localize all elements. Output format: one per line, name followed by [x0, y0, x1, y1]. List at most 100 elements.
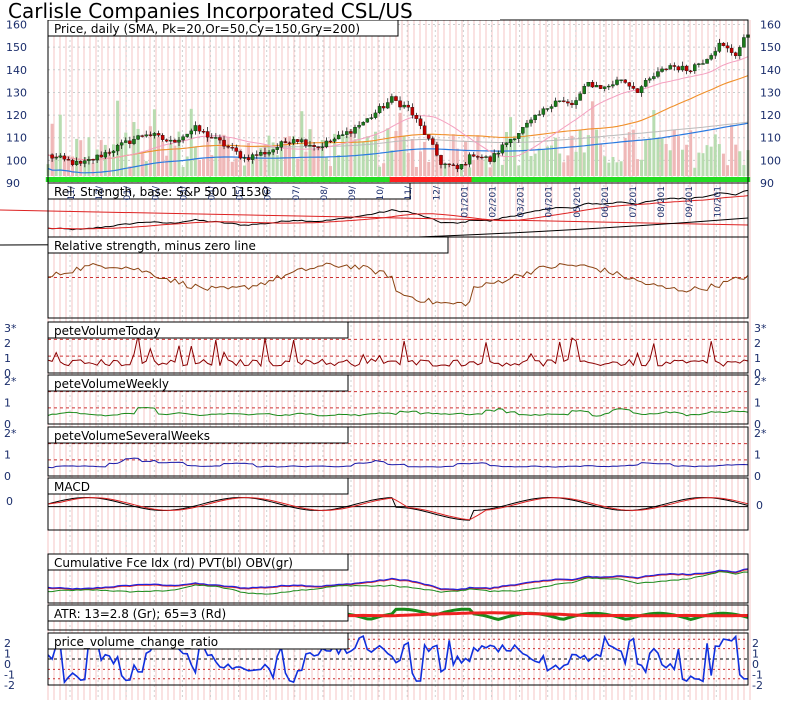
candle-body — [521, 127, 525, 134]
trend-band — [127, 177, 133, 182]
trend-band — [381, 177, 386, 182]
trend-band — [569, 177, 575, 182]
trend-band — [320, 177, 325, 182]
trend-band — [270, 177, 276, 182]
volume-bar — [132, 122, 136, 176]
volume-bar — [161, 141, 165, 176]
volume-bar — [369, 141, 373, 176]
vs-panel-label: peteVolumeSeveralWeeks — [54, 429, 210, 443]
pvr-tick-right: -2 — [752, 679, 763, 692]
candle-body — [701, 63, 705, 65]
volume-bar — [157, 136, 161, 176]
volume-bar — [701, 153, 705, 176]
trend-band — [708, 177, 714, 182]
sma-150-line — [47, 122, 749, 174]
date-tick-label: 10/201 — [713, 186, 723, 218]
trend-band — [393, 177, 399, 182]
trend-band — [123, 177, 128, 182]
trend-band — [324, 177, 329, 182]
trend-band — [299, 177, 305, 182]
trend-band — [332, 177, 337, 182]
trend-band — [565, 177, 571, 182]
candle-body — [91, 159, 95, 161]
candle-body — [316, 146, 320, 148]
volume-bar — [635, 159, 639, 176]
trend-band — [389, 177, 395, 182]
volume-bar — [721, 153, 725, 176]
date-tick-label: 06/201 — [601, 186, 611, 218]
volume-bar — [222, 134, 226, 176]
candle-body — [467, 154, 472, 165]
trend-band — [487, 177, 493, 182]
cfi-frame — [47, 553, 749, 604]
candle-body — [607, 85, 611, 88]
atr-label-box — [47, 604, 349, 622]
volume-bar — [578, 129, 582, 176]
volume-bar — [165, 155, 169, 176]
trend-band — [643, 177, 648, 182]
volume-bar — [361, 141, 365, 176]
trend-band — [537, 177, 542, 182]
trend-band — [160, 177, 165, 182]
date-tick-label: 01/201 — [460, 186, 470, 218]
trend-band — [58, 177, 63, 182]
candle-body — [377, 106, 382, 114]
volume-bar — [140, 151, 144, 176]
trend-band — [618, 177, 624, 182]
pvt-blue-line — [47, 568, 749, 591]
pvr-tick-left: -2 — [4, 679, 15, 692]
volume-bar — [492, 155, 496, 176]
candle-body — [336, 134, 341, 140]
volume-bar — [312, 148, 316, 176]
candle-body — [164, 139, 169, 142]
trend-band — [606, 177, 612, 182]
volume-bar — [656, 137, 660, 176]
trend-band — [422, 177, 427, 182]
candle-body — [529, 119, 533, 124]
price-tick-right: 90 — [760, 177, 774, 190]
trend-band — [365, 177, 370, 182]
candle-body — [115, 144, 120, 152]
volume-bar — [308, 129, 312, 176]
trend-band — [631, 177, 636, 182]
candle-body — [308, 145, 312, 147]
candle-body — [279, 141, 284, 148]
trend-band — [262, 177, 268, 182]
date-tick-label: 03/ — [179, 185, 189, 200]
volume-bar — [210, 155, 214, 176]
title-box — [0, 0, 500, 20]
volume-bar — [631, 129, 635, 176]
candle-body — [439, 155, 443, 165]
volume-bar — [419, 151, 423, 176]
trend-band — [291, 177, 296, 182]
trend-band — [614, 177, 620, 182]
candle-body — [209, 137, 214, 139]
volume-bar — [595, 129, 599, 176]
candle-body — [250, 154, 255, 160]
candle-body — [238, 151, 243, 159]
trend-band — [721, 177, 726, 182]
trend-band — [586, 177, 591, 182]
trend-band — [491, 177, 497, 182]
trend-band — [356, 177, 362, 182]
candle-body — [197, 125, 202, 132]
candle-body — [725, 45, 730, 49]
volume-bar — [480, 159, 484, 176]
obv-green-line — [48, 571, 749, 595]
candle-body — [181, 136, 185, 141]
candle-body — [586, 82, 591, 87]
candle-body — [345, 131, 349, 135]
trend-band — [246, 177, 251, 182]
volume-bar — [640, 159, 644, 176]
vt-tick-right: 0 — [754, 367, 761, 380]
vw-tick-right: 0 — [754, 418, 761, 431]
price-tick-left: 120 — [6, 109, 27, 122]
volume-bar — [324, 156, 328, 176]
trend-band — [594, 177, 599, 182]
trend-band — [451, 177, 456, 182]
pvr-panel-label: price_volume_change_ratio — [54, 635, 218, 649]
date-tick-label: 08/201 — [657, 186, 667, 218]
volume-bar — [296, 158, 300, 176]
volume-bar — [644, 139, 648, 176]
vs-tick-right: 1 — [754, 449, 761, 462]
